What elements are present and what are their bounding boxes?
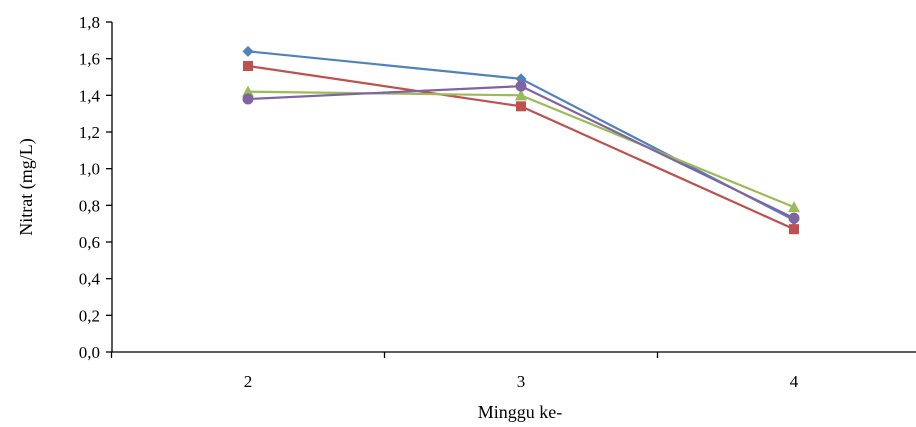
y-tick-label: 1,6	[79, 50, 100, 69]
y-tick-label: 1,8	[79, 13, 100, 32]
y-axis-title: Nitrat (mg/L)	[16, 138, 37, 235]
y-tick-label: 0,4	[79, 270, 101, 289]
data-point-triangle	[515, 89, 527, 101]
data-point-circle	[515, 80, 527, 92]
y-tick-label: 1,0	[79, 160, 100, 179]
series-diamond	[242, 45, 800, 226]
x-tick-label: 3	[517, 372, 526, 391]
data-point-triangle	[788, 201, 800, 213]
y-tick-label: 0,2	[79, 306, 100, 325]
data-point-circle	[788, 212, 800, 224]
series-triangle	[242, 85, 800, 213]
x-ticks: 2 3 4	[110, 352, 799, 391]
data-point-diamond	[242, 45, 254, 57]
y-tick-label: 0,6	[79, 233, 100, 252]
axes	[111, 22, 916, 353]
series-group	[242, 45, 800, 235]
data-point-square	[789, 224, 799, 235]
y-tick-label: 1,2	[79, 123, 100, 142]
series-circle	[242, 80, 800, 224]
data-point-square	[243, 61, 253, 71]
y-tick-label: 0,0	[79, 343, 100, 362]
y-ticks: 0,0 0,2 0,4 0,6 0,8 1,0 1,2 1,4 1,6 1,8	[79, 13, 112, 362]
x-tick-label: 2	[244, 372, 253, 391]
x-tick-label: 4	[790, 372, 799, 391]
x-axis-title: Minggu ke-	[478, 402, 563, 422]
series-square	[243, 61, 799, 235]
data-point-triangle	[242, 85, 254, 97]
data-point-square	[516, 101, 526, 112]
y-tick-label: 1,4	[79, 86, 101, 105]
y-tick-label: 0,8	[79, 196, 100, 215]
data-point-circle	[242, 93, 254, 105]
